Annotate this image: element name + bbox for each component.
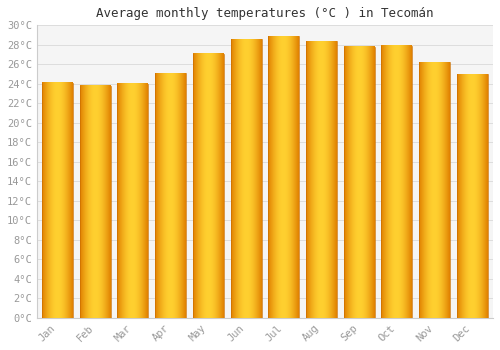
Title: Average monthly temperatures (°C ) in Tecomán: Average monthly temperatures (°C ) in Te… bbox=[96, 7, 434, 20]
